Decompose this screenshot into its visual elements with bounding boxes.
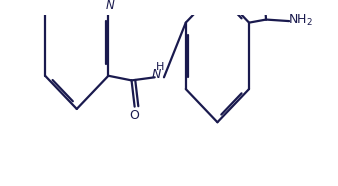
Text: O: O bbox=[130, 109, 140, 122]
Text: NH$_2$: NH$_2$ bbox=[288, 13, 313, 28]
Text: H: H bbox=[156, 62, 165, 72]
Text: N: N bbox=[105, 0, 114, 12]
Text: N: N bbox=[151, 68, 161, 81]
